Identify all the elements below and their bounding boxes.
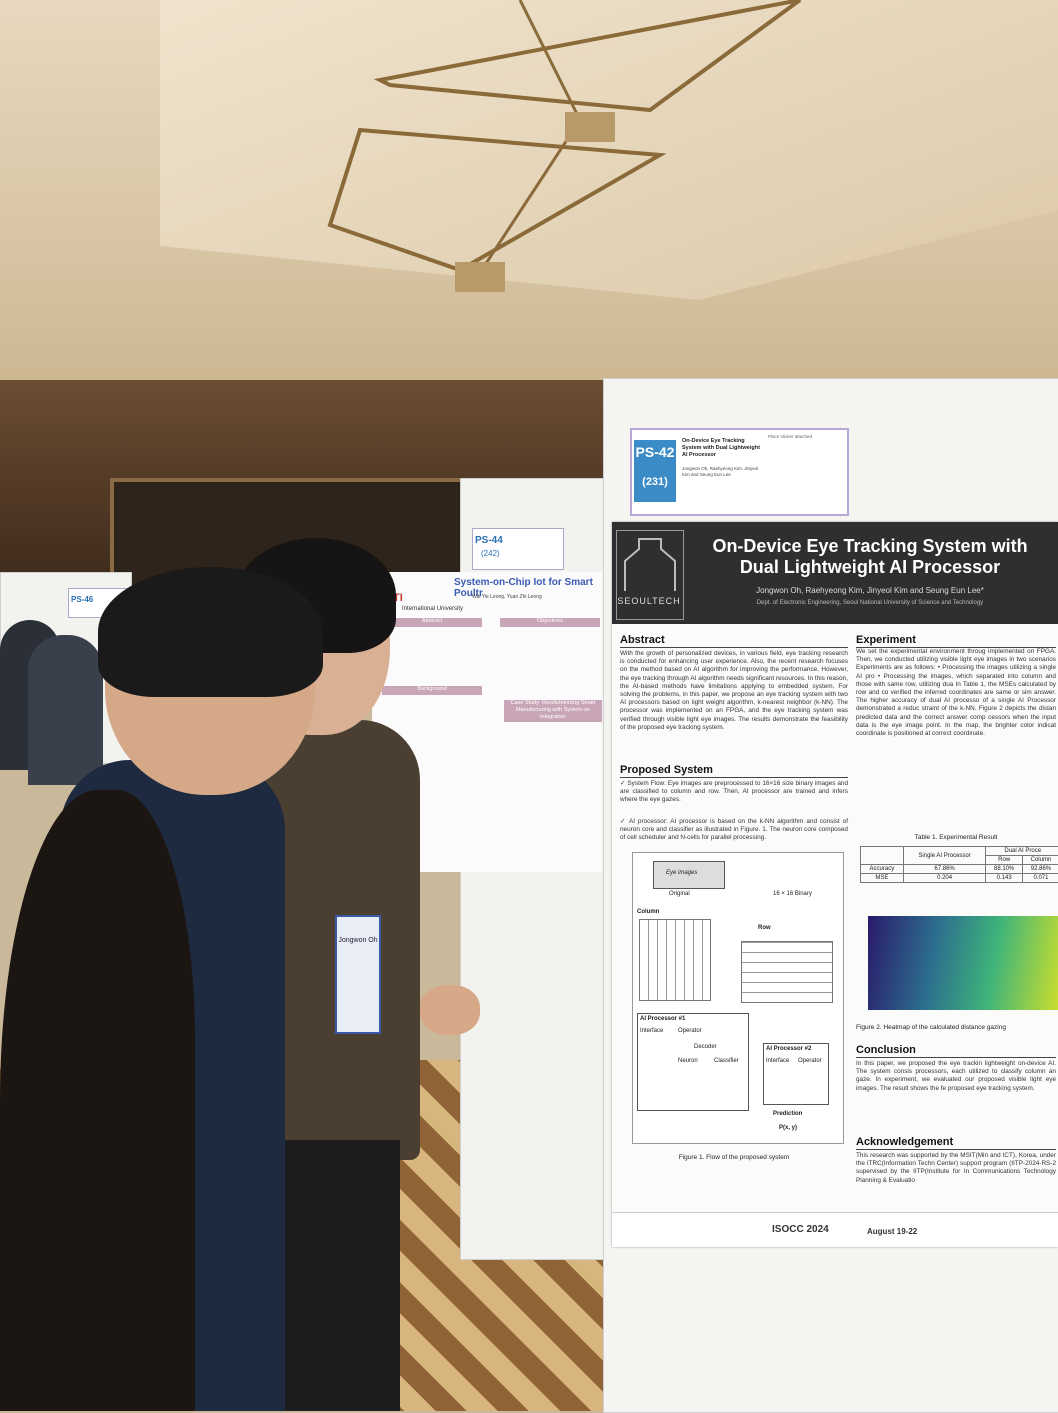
pxy-label: P(x, y) (779, 1125, 797, 1131)
badge-name: Jongwon Oh (337, 937, 379, 944)
acknowledgement-heading: Acknowledgement (856, 1136, 1056, 1150)
label-note: Place sticker attached (768, 434, 842, 439)
abstract-text: With the growth of personalized devices,… (620, 650, 848, 732)
prediction-label: Prediction (773, 1111, 802, 1117)
table-header-column: Column (1022, 856, 1058, 865)
proposed-system-flow-text: ✓ System Flow: Eye images are preprocess… (620, 780, 848, 805)
mid-abstract-heading: Abstract (382, 618, 482, 627)
table-cell: 67.86% (903, 865, 986, 874)
ai1-decoder: Decoder (694, 1044, 717, 1050)
left-label-code: PS-46 (71, 595, 93, 604)
seoultech-logo-icon (617, 531, 683, 601)
table-1-caption: Table 1. Experimental Result (856, 834, 1056, 841)
ai-processor-2-block: AI Processor #2 Interface Operator (763, 1043, 829, 1105)
foreground-person (0, 790, 195, 1411)
main-poster: SEOULTECH On-Device Eye Tracking System … (612, 522, 1058, 1247)
seoultech-logo (616, 530, 684, 620)
ai2-label: AI Processor #2 (766, 1046, 811, 1052)
middle-poster-label: PS-44 (242) (472, 528, 564, 570)
label-number: (231) (634, 470, 676, 494)
experiment-heading: Experiment (856, 634, 1056, 648)
mid-label-number: (242) (481, 549, 500, 558)
conclusion-text: In this paper, we proposed the eye track… (856, 1060, 1056, 1093)
table-row: Accuracy 67.86% 88.10% 92.86% (861, 865, 1058, 874)
ai1-classifier: Classifier (714, 1058, 739, 1064)
mid-poster-authors: Wai Yie Leong, Yuan Zhi Leong (472, 594, 602, 600)
label-title: On-Device Eye Tracking System with Dual … (682, 438, 764, 459)
ai1-neuron: Neuron (678, 1058, 698, 1064)
label-authors: Jongwon Oh, Raehyeong Kim, Jinyeol Kim a… (682, 466, 764, 478)
conclusion-heading: Conclusion (856, 1044, 1056, 1058)
poster-affiliation: Dept. of Electronic Engineering, Seoul N… (690, 600, 1050, 606)
column-label: Column (637, 909, 659, 915)
table-cell: 0.204 (903, 874, 986, 883)
ai2-interface: Interface (766, 1058, 789, 1064)
figure-1-caption: Figure 1. Flow of the proposed system (620, 1154, 848, 1161)
visitor-hair (98, 567, 323, 697)
abstract-heading: Abstract (620, 634, 848, 648)
binary-label: 16 × 16 Binary (773, 891, 812, 897)
poster-title-line2: Dual Lightweight AI Processor (690, 557, 1050, 578)
figure-2-caption: Figure 2. Heatmap of the calculated dist… (856, 1024, 1056, 1031)
footer-conference: ISOCC 2024 (772, 1224, 829, 1235)
table-cell: 88.10% (986, 865, 1023, 874)
heatmap-figure (868, 916, 1058, 1010)
row-cells (741, 941, 833, 1003)
poster-authors: Jongwon Oh, Raehyeong Kim, Jinyeol Kim a… (690, 586, 1050, 595)
figure-1-diagram: Eye images Original 16 × 16 Binary Colum… (632, 852, 844, 1144)
eye-images-label: Eye images (666, 870, 697, 876)
table-row: Single AI Processor Dual AI Proce (861, 847, 1058, 856)
poster-title-line1: On-Device Eye Tracking System with (690, 536, 1050, 557)
poster-title: On-Device Eye Tracking System with Dual … (690, 536, 1050, 578)
proposed-system-heading: Proposed System (620, 764, 848, 778)
proposed-ai-processor-text: ✓ AI processor: AI processor is based on… (620, 818, 848, 843)
table-cell: 92.86% (1022, 865, 1058, 874)
experimental-result-table: Single AI Processor Dual AI Proce Row Co… (860, 846, 1058, 883)
poster-footer (612, 1212, 1058, 1247)
eye-images-box: Eye images (653, 861, 725, 889)
acknowledgement-text: This research was supported by the MSIT(… (856, 1152, 1056, 1185)
table-header-row: Row (986, 856, 1023, 865)
presenter-hand (420, 985, 480, 1035)
table-row: MSE 0.204 0.143 0.071 (861, 874, 1058, 883)
table-cell: 0.071 (1022, 874, 1058, 883)
background-person (28, 635, 103, 785)
footer-date: August 19-22 (867, 1227, 917, 1236)
ceiling-fixture (320, 0, 840, 300)
row-label: Row (758, 925, 771, 931)
mid-background-heading: Background (382, 686, 482, 695)
ai2-operator: Operator (798, 1058, 822, 1064)
table-cell: 0.143 (986, 874, 1023, 883)
name-badge: Jongwon Oh (335, 915, 381, 1034)
inti-logo-sub: International University (402, 606, 463, 612)
seoultech-logo-text: SEOULTECH (616, 596, 682, 606)
table-header-dual: Dual AI Proce (986, 847, 1058, 856)
ai1-operator: Operator (678, 1028, 702, 1034)
experiment-text: We set the experimental environment thro… (856, 648, 1056, 738)
table-header-single: Single AI Processor (903, 847, 986, 865)
column-cells (639, 919, 711, 1001)
ai1-label: AI Processor #1 (640, 1016, 685, 1022)
table-row-mse: MSE (861, 874, 904, 883)
label-code: PS-42 (231) (634, 440, 676, 502)
mid-objectives-heading: Objectives (500, 618, 600, 627)
ai1-interface: Interface (640, 1028, 663, 1034)
main-poster-label: PS-42 (231) On-Device Eye Tracking Syste… (630, 428, 849, 516)
mid-case-study-heading: Case Study: Revolutionizing Smart Manufa… (504, 700, 602, 722)
label-code-text: PS-42 (636, 444, 675, 460)
ai-processor-1-block: AI Processor #1 Interface Operator Decod… (637, 1013, 749, 1111)
mid-label-code: PS-44 (475, 535, 503, 546)
original-label: Original (669, 891, 690, 897)
table-row-accuracy: Accuracy (861, 865, 904, 874)
